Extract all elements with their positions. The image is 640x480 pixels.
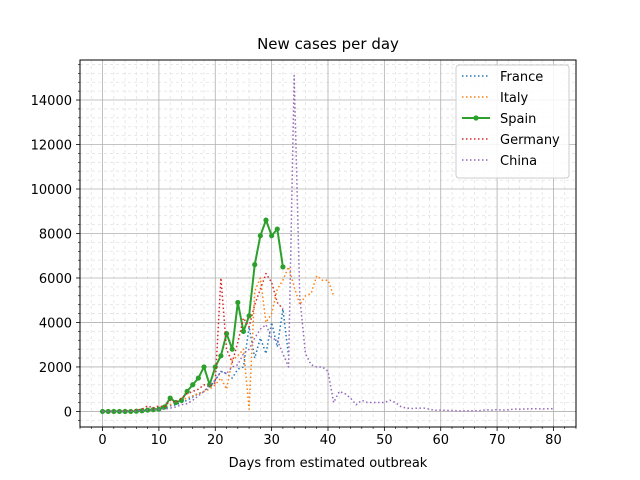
chart-title: New cases per day (257, 35, 399, 53)
legend-label: Germany (500, 133, 560, 148)
x-tick-label: 80 (545, 433, 562, 448)
data-point (212, 364, 218, 370)
data-point (133, 408, 139, 414)
x-tick-label: 50 (376, 433, 393, 448)
x-tick-label: 30 (263, 433, 280, 448)
data-point (111, 408, 117, 415)
y-tick-label: 6000 (39, 272, 72, 287)
data-point (252, 262, 258, 268)
x-axis-label: Days from estimated outbreak (229, 456, 428, 471)
data-point (257, 233, 263, 239)
data-point (184, 388, 190, 395)
y-axis-ticks: 0 2000 4000 6000 8000 10000 12000 14000 (31, 64, 80, 421)
data-point (274, 226, 280, 232)
data-point (229, 346, 235, 352)
data-point (195, 375, 201, 381)
y-tick-label: 10000 (31, 183, 72, 198)
data-point (235, 299, 241, 306)
x-tick-label: 20 (207, 433, 224, 448)
data-point (161, 404, 168, 410)
y-tick-label: 8000 (39, 227, 72, 242)
data-point (122, 408, 128, 415)
x-tick-label: 70 (489, 433, 506, 448)
data-point (201, 364, 207, 370)
y-tick-label: 14000 (31, 94, 72, 109)
x-tick-label: 40 (320, 433, 337, 448)
data-point (178, 397, 185, 403)
legend-item-italy: Italy (462, 91, 529, 106)
data-point (280, 264, 286, 270)
data-point (99, 408, 106, 415)
legend-item-china: China (462, 154, 537, 169)
data-point (167, 395, 173, 401)
x-tick-label: 0 (98, 433, 106, 448)
x-axis-ticks: 0 10 20 30 40 50 60 70 80 (79, 427, 577, 448)
legend-label: Italy (500, 91, 529, 106)
x-tick-label: 10 (151, 433, 168, 448)
legend: France Italy Spain Germany China (455, 64, 570, 179)
y-tick-label: 4000 (39, 316, 72, 331)
data-point (105, 408, 111, 415)
legend-label: China (500, 154, 537, 169)
legend-label: France (500, 70, 543, 85)
data-point (139, 408, 145, 414)
legend-box (455, 64, 570, 179)
y-tick-label: 12000 (31, 139, 72, 154)
series-line-france (102, 308, 290, 413)
data-point (218, 353, 224, 359)
data-point (263, 217, 269, 223)
legend-item-germany: Germany (462, 133, 560, 148)
data-point (269, 233, 275, 239)
data-point (190, 382, 196, 388)
legend-item-france: France (462, 70, 543, 85)
data-point (246, 313, 252, 319)
legend-item-spain: Spain (462, 112, 536, 127)
y-tick-label: 0 (64, 405, 72, 420)
series-layer (99, 74, 554, 415)
y-tick-label: 2000 (39, 361, 72, 376)
legend-label: Spain (500, 112, 536, 127)
series-france (102, 308, 290, 413)
data-point (240, 328, 247, 334)
legend-marker (473, 115, 479, 121)
x-tick-label: 60 (432, 433, 449, 448)
